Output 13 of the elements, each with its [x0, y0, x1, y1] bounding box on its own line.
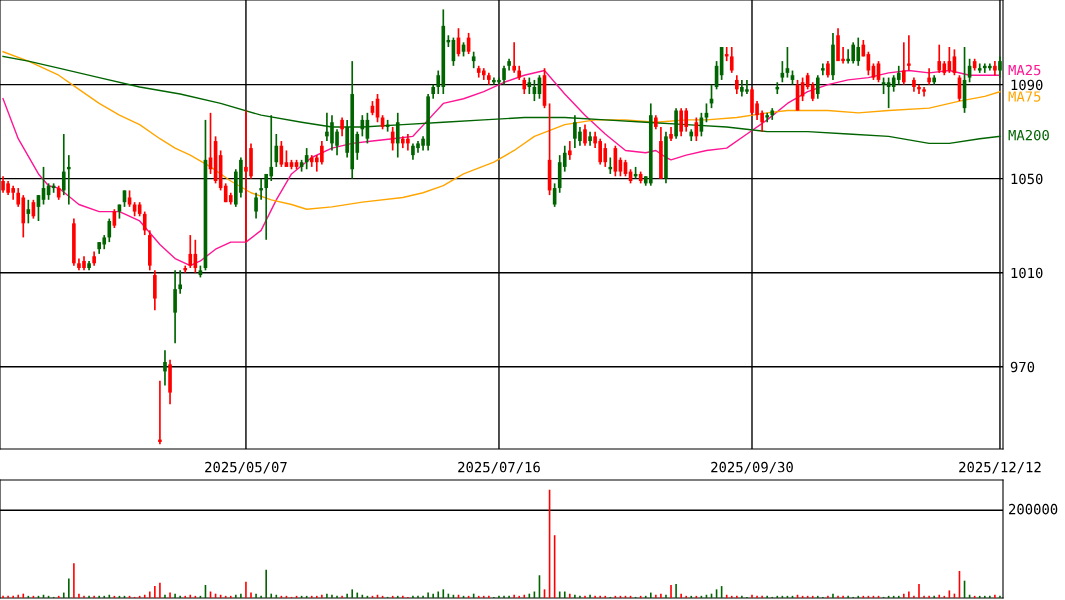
series-label: MA75: [1008, 91, 1041, 102]
y-tick-label: 1010: [1011, 267, 1043, 279]
text: 200000: [1009, 503, 1058, 515]
y-tick-label: 1050: [1011, 173, 1043, 185]
line-series: [2, 51, 1001, 210]
y-tick-label: 1090: [1011, 79, 1043, 91]
y-tick-label: 970: [1010, 361, 1035, 373]
x-tick-label: 2025/12/12: [959, 461, 1041, 474]
series-label: MA25: [1008, 64, 1041, 76]
x-tick-label: 2025/07/16: [458, 461, 540, 474]
series-label: MA200: [1008, 129, 1049, 141]
x-tick-label: 2025/09/30: [711, 461, 793, 474]
x-tick-label: 2025/05/07: [205, 461, 287, 474]
